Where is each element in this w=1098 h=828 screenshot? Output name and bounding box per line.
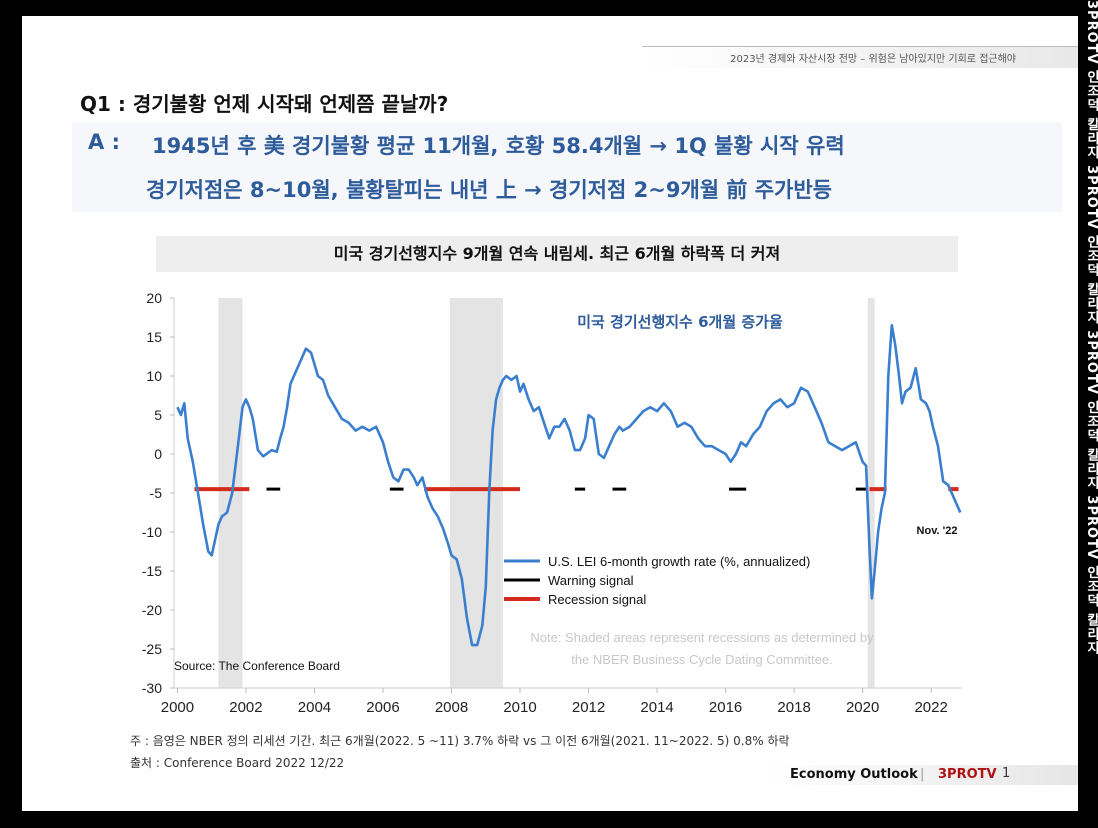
answer-label: A : [88,130,120,154]
y-tick-label: -30 [142,680,162,696]
y-tick-label: 5 [154,407,162,423]
y-tick-label: -20 [142,602,162,618]
y-tick-label: -15 [142,563,162,579]
note-line-1: Note: Shaded areas represent recessions … [530,630,874,645]
y-tick-label: -25 [142,641,162,657]
lei-series-line [176,323,962,647]
footer-brand: 3PROTV [938,767,997,782]
chart-title-bar: 미국 경기선행지수 9개월 연속 내림세. 최근 6개월 하락폭 더 커져 [156,236,958,272]
x-tick-label: 2004 [298,699,331,716]
x-tick-label: 2018 [777,699,810,716]
slide-header: 2023년 경제와 자산시장 전망 – 위험은 남아있지만 기회로 접근해야 [730,54,1016,65]
header-band [642,46,1078,68]
recession-shade [867,298,875,688]
x-tick-label: 2014 [640,699,673,716]
lei-chart: 20 15 10 5 0 -5 -10 -15 -20 -25 -30 2000 2002 2004 200… [142,290,962,716]
recession-shade [218,298,243,688]
end-date-label: Nov. '22 [917,525,958,537]
x-tick-label: 2012 [572,699,605,716]
x-tick-label: 2010 [503,699,536,716]
y-tick-label: 0 [154,446,162,462]
x-tick-label: 2016 [709,699,742,716]
x-tick-label: 2020 [846,699,879,716]
x-tick-label: 2008 [435,699,468,716]
legend-label-line: U.S. LEI 6-month growth rate (%, annuali… [548,554,810,569]
chart-source: Source: The Conference Board [174,659,340,673]
recession-shade [449,298,503,688]
y-tick-label: 15 [146,329,162,345]
y-tick-label: -5 [150,485,163,501]
footer-separator: | [920,767,925,782]
x-tick-label: 2002 [229,699,262,716]
legend-label-recession: Recession signal [548,592,646,607]
slide: 2023년 경제와 자산시장 전망 – 위험은 남아있지만 기회로 접근해야 Q… [22,16,1078,811]
y-tick-label: 10 [146,368,162,384]
footnote: 주 : 음영은 NBER 정의 리세션 기간. 최근 6개월(2022. 5 ~… [130,734,790,748]
footer-outlook: Economy Outlook [790,767,918,782]
page-number: 1 [1002,766,1011,781]
answer-line-1: 1945년 후 美 경기불황 평균 11개월, 호황 58.4개월 → 1Q 불… [152,134,845,158]
y-tick-label: 20 [146,290,162,306]
watermark-text: 3PROTV 인조덕 칼리지 3PROTV 인조덕 칼리지 3PROTV 인조덕… [1084,0,1098,656]
header-divider [642,46,1078,47]
x-tick-label: 2000 [161,699,194,716]
footer-band [762,765,1078,785]
source-note: 출처 : Conference Board 2022 12/22 [130,756,345,770]
note-line-2: the NBER Business Cycle Dating Committee… [571,652,833,667]
question-heading: Q1 : 경기불황 언제 시작돼 언제쯤 끝날까? [80,92,449,116]
x-tick-label: 2006 [366,699,399,716]
inner-chart-title: 미국 경기선행지수 6개월 증가율 [577,313,783,331]
chart-title: 미국 경기선행지수 9개월 연속 내림세. 최근 6개월 하락폭 더 커져 [333,244,781,263]
y-tick-label: -10 [142,524,162,540]
answer-line-2: 경기저점은 8~10월, 불황탈피는 내년 上 → 경기저점 2~9개월 前 주… [146,178,832,202]
answer-box [72,122,1062,212]
channel-watermark: 3PROTV 인조덕 칼리지 3PROTV 인조덕 칼리지 3PROTV 인조덕… [1078,0,1098,828]
legend-label-warning: Warning signal [548,573,634,588]
x-tick-label: 2022 [914,699,947,716]
